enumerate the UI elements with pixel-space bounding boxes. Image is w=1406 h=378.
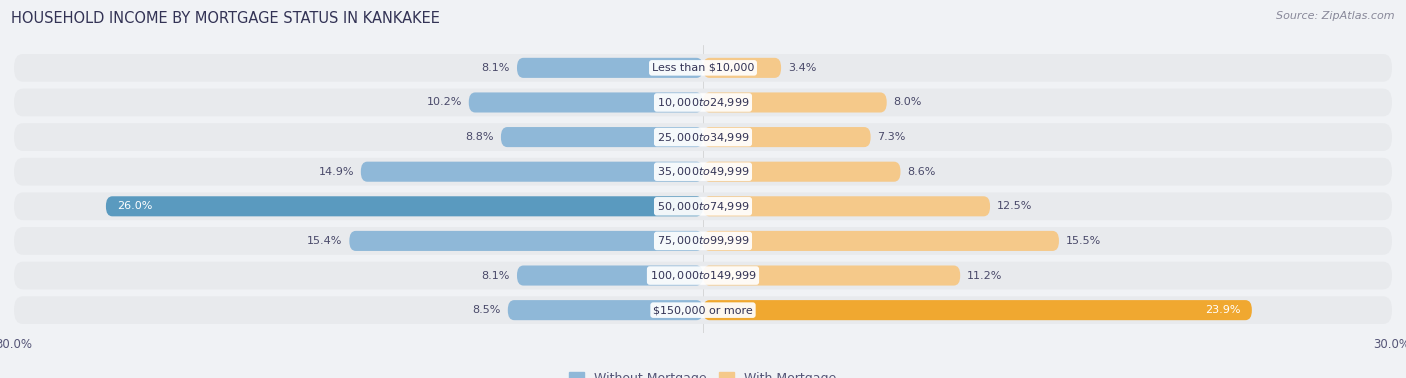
FancyBboxPatch shape xyxy=(703,196,990,216)
Text: 8.6%: 8.6% xyxy=(907,167,936,177)
FancyBboxPatch shape xyxy=(703,162,900,182)
Text: Less than $10,000: Less than $10,000 xyxy=(652,63,754,73)
Legend: Without Mortgage, With Mortgage: Without Mortgage, With Mortgage xyxy=(564,367,842,378)
Text: $35,000 to $49,999: $35,000 to $49,999 xyxy=(657,165,749,178)
Text: 15.4%: 15.4% xyxy=(307,236,343,246)
FancyBboxPatch shape xyxy=(105,196,703,216)
FancyBboxPatch shape xyxy=(14,88,1392,116)
Text: HOUSEHOLD INCOME BY MORTGAGE STATUS IN KANKAKEE: HOUSEHOLD INCOME BY MORTGAGE STATUS IN K… xyxy=(11,11,440,26)
FancyBboxPatch shape xyxy=(349,231,703,251)
FancyBboxPatch shape xyxy=(14,227,1392,255)
FancyBboxPatch shape xyxy=(14,262,1392,290)
Text: $100,000 to $149,999: $100,000 to $149,999 xyxy=(650,269,756,282)
FancyBboxPatch shape xyxy=(508,300,703,320)
FancyBboxPatch shape xyxy=(703,93,887,113)
Text: 8.0%: 8.0% xyxy=(894,98,922,107)
FancyBboxPatch shape xyxy=(468,93,703,113)
Text: 3.4%: 3.4% xyxy=(787,63,817,73)
Text: 8.8%: 8.8% xyxy=(465,132,494,142)
Text: $10,000 to $24,999: $10,000 to $24,999 xyxy=(657,96,749,109)
Text: 7.3%: 7.3% xyxy=(877,132,905,142)
Text: 26.0%: 26.0% xyxy=(117,201,153,211)
Text: 12.5%: 12.5% xyxy=(997,201,1032,211)
Text: 8.1%: 8.1% xyxy=(482,271,510,280)
FancyBboxPatch shape xyxy=(501,127,703,147)
Text: 11.2%: 11.2% xyxy=(967,271,1002,280)
FancyBboxPatch shape xyxy=(517,265,703,285)
FancyBboxPatch shape xyxy=(703,58,782,78)
FancyBboxPatch shape xyxy=(703,231,1059,251)
FancyBboxPatch shape xyxy=(517,58,703,78)
FancyBboxPatch shape xyxy=(703,300,1251,320)
FancyBboxPatch shape xyxy=(703,265,960,285)
Text: 10.2%: 10.2% xyxy=(426,98,461,107)
Text: 14.9%: 14.9% xyxy=(318,167,354,177)
FancyBboxPatch shape xyxy=(703,127,870,147)
Text: $25,000 to $34,999: $25,000 to $34,999 xyxy=(657,130,749,144)
Text: $50,000 to $74,999: $50,000 to $74,999 xyxy=(657,200,749,213)
Text: Source: ZipAtlas.com: Source: ZipAtlas.com xyxy=(1277,11,1395,21)
Text: 8.5%: 8.5% xyxy=(472,305,501,315)
Text: 23.9%: 23.9% xyxy=(1205,305,1240,315)
FancyBboxPatch shape xyxy=(14,54,1392,82)
FancyBboxPatch shape xyxy=(14,123,1392,151)
Text: 8.1%: 8.1% xyxy=(482,63,510,73)
Text: $75,000 to $99,999: $75,000 to $99,999 xyxy=(657,234,749,248)
FancyBboxPatch shape xyxy=(14,158,1392,186)
FancyBboxPatch shape xyxy=(361,162,703,182)
Text: 15.5%: 15.5% xyxy=(1066,236,1101,246)
Text: $150,000 or more: $150,000 or more xyxy=(654,305,752,315)
FancyBboxPatch shape xyxy=(14,296,1392,324)
FancyBboxPatch shape xyxy=(14,192,1392,220)
